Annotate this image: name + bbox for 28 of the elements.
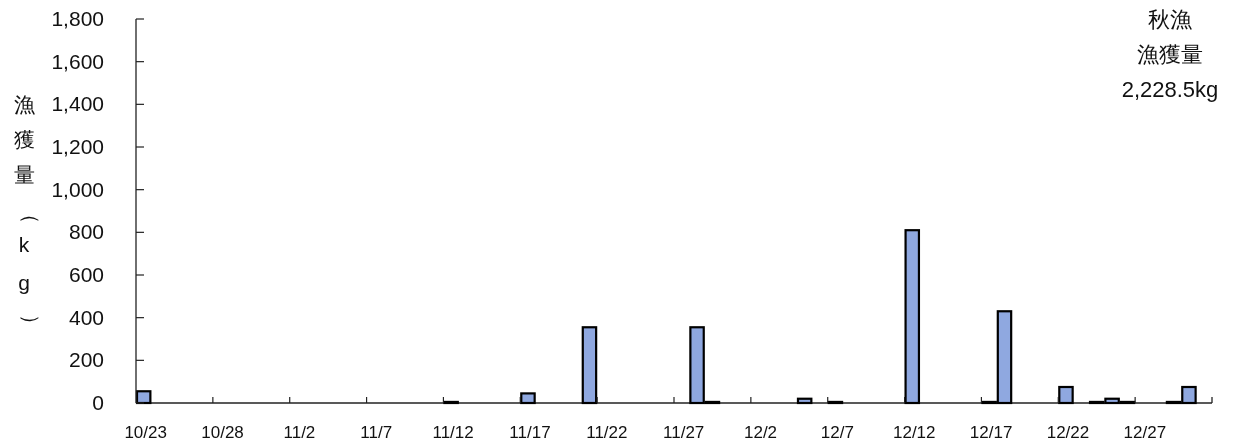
y-tick-label: 200 [68, 348, 104, 372]
x-tick-label: 10/23 [124, 423, 167, 442]
x-tick-label: 11/22 [586, 423, 628, 442]
x-tick-label: 12/2 [744, 423, 778, 442]
y-tick-label: 1,200 [51, 135, 104, 158]
annotation: 2,228.5kg [1121, 77, 1219, 102]
x-tick-label: 12/7 [820, 423, 854, 442]
x-tick-label: 11/7 [360, 423, 393, 442]
x-tick-label: 11/17 [509, 423, 551, 442]
x-tick-label: 12/17 [969, 423, 1013, 442]
y-tick-label: 1,000 [51, 177, 104, 201]
y-tick-label: 1,600 [51, 49, 104, 73]
y-tick-label: 800 [68, 220, 104, 244]
x-tick-label: 12/27 [1123, 423, 1167, 442]
x-tick-label: 10/28 [201, 423, 244, 442]
y-tick-label: 600 [68, 263, 104, 286]
annotation: 漁獲量 [1137, 42, 1203, 67]
y-tick-label: 1,800 [51, 7, 104, 30]
x-tick-label: 11/27 [663, 423, 705, 442]
y-tick-label: 0 [92, 391, 104, 414]
annotation: 秋漁 [1148, 7, 1192, 32]
x-tick-label: 12/22 [1046, 423, 1090, 442]
y-tick-label: 400 [68, 305, 104, 329]
y-axis-title: 漁獲量（kg） [13, 93, 43, 335]
x-tick-label: 12/12 [892, 423, 936, 442]
x-tick-label: 11/2 [283, 423, 316, 442]
y-tick-label: 1,400 [51, 92, 104, 116]
x-tick-label: 11/12 [432, 423, 474, 442]
